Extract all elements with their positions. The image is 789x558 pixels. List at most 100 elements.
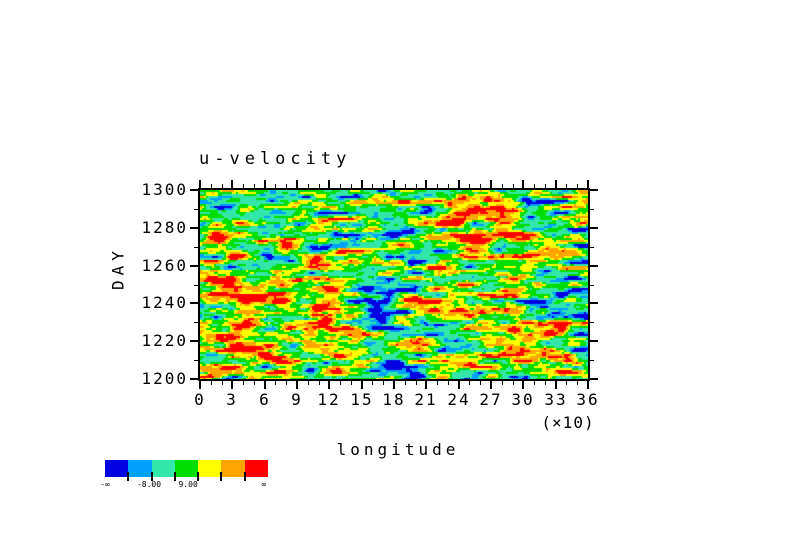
y-major-tick	[190, 340, 198, 342]
x-minor-tick	[274, 184, 276, 188]
x-tick-label: 0	[194, 390, 206, 409]
heatmap-canvas	[200, 190, 588, 379]
x-minor-tick	[318, 381, 320, 385]
x-minor-tick	[479, 381, 481, 385]
y-minor-tick	[590, 284, 594, 286]
x-major-tick	[328, 180, 330, 188]
x-major-tick	[199, 180, 201, 188]
x-major-tick	[361, 180, 363, 188]
x-minor-tick	[371, 381, 373, 385]
colorbar-tick	[127, 472, 130, 481]
x-minor-tick	[382, 381, 384, 385]
x-major-tick	[328, 381, 330, 389]
y-minor-tick	[194, 359, 198, 361]
x-minor-tick	[339, 381, 341, 385]
x-minor-tick	[350, 184, 352, 188]
x-major-tick	[522, 381, 524, 389]
colorbar-label: ∞	[261, 480, 267, 489]
x-major-tick	[458, 180, 460, 188]
x-major-tick	[458, 381, 460, 389]
x-minor-tick	[468, 184, 470, 188]
colorbar-label: 9.00	[178, 480, 198, 489]
x-minor-tick	[533, 184, 535, 188]
x-minor-tick	[210, 184, 212, 188]
y-major-tick	[190, 189, 198, 191]
x-major-tick	[555, 381, 557, 389]
y-tick-label: 1200	[141, 369, 188, 388]
colorbar-segment	[105, 460, 129, 477]
x-minor-tick	[576, 184, 578, 188]
colorbar-tick	[173, 472, 176, 481]
y-tick-label: 1240	[141, 293, 188, 312]
x-major-tick	[361, 381, 363, 389]
x-minor-tick	[544, 381, 546, 385]
x-major-tick	[264, 180, 266, 188]
x-tick-label: 3	[226, 390, 238, 409]
x-minor-tick	[253, 184, 255, 188]
y-minor-tick	[590, 359, 594, 361]
plot-title: u-velocity	[199, 149, 352, 169]
x-major-tick	[199, 381, 201, 389]
x-major-tick	[264, 381, 266, 389]
x-minor-tick	[415, 381, 417, 385]
x-minor-tick	[371, 184, 373, 188]
colorbar-tick	[150, 472, 153, 481]
y-minor-tick	[194, 321, 198, 323]
x-minor-tick	[447, 184, 449, 188]
colorbar-tick	[243, 472, 246, 481]
x-minor-tick	[318, 184, 320, 188]
x-minor-tick	[533, 381, 535, 385]
x-major-tick	[296, 381, 298, 389]
x-tick-label: 9	[291, 390, 303, 409]
x-minor-tick	[565, 381, 567, 385]
x-minor-tick	[565, 184, 567, 188]
y-minor-tick	[194, 208, 198, 210]
x-minor-tick	[479, 184, 481, 188]
x-minor-tick	[339, 184, 341, 188]
x-minor-tick	[285, 381, 287, 385]
x-minor-tick	[436, 381, 438, 385]
x-minor-tick	[447, 381, 449, 385]
y-major-tick	[190, 265, 198, 267]
x-minor-tick	[512, 381, 514, 385]
x-minor-tick	[221, 184, 223, 188]
x-minor-tick	[501, 381, 503, 385]
x-major-tick	[490, 180, 492, 188]
x-minor-tick	[544, 184, 546, 188]
y-minor-tick	[590, 321, 594, 323]
x-major-tick	[587, 180, 589, 188]
colorbar-segment	[174, 460, 199, 477]
x-tick-label: 24	[447, 390, 471, 409]
x-major-tick	[425, 381, 427, 389]
x-minor-tick	[404, 184, 406, 188]
x-tick-label: 15	[350, 390, 374, 409]
y-minor-tick	[194, 246, 198, 248]
x-major-tick	[522, 180, 524, 188]
y-tick-label: 1300	[141, 180, 188, 199]
y-major-tick	[190, 227, 198, 229]
x-minor-tick	[210, 381, 212, 385]
y-major-tick	[590, 302, 598, 304]
x-minor-tick	[404, 381, 406, 385]
y-major-tick	[590, 340, 598, 342]
y-minor-tick	[590, 208, 594, 210]
x-minor-tick	[242, 381, 244, 385]
x-minor-tick	[382, 184, 384, 188]
x-minor-tick	[415, 184, 417, 188]
x-minor-tick	[307, 381, 309, 385]
colorbar-label: -8.00	[136, 480, 162, 489]
x-minor-tick	[512, 184, 514, 188]
colorbar-segment	[244, 460, 268, 477]
x-major-tick	[393, 381, 395, 389]
x-major-tick	[425, 180, 427, 188]
x-tick-label: 6	[259, 390, 271, 409]
y-minor-tick	[590, 246, 594, 248]
colorbar-segment	[128, 460, 152, 477]
x-minor-tick	[350, 381, 352, 385]
y-major-tick	[190, 302, 198, 304]
x-tick-label: 36	[576, 390, 600, 409]
plot-area	[198, 188, 590, 381]
x-axis-label: longitude	[336, 440, 460, 459]
colorbar-segment	[151, 460, 175, 477]
